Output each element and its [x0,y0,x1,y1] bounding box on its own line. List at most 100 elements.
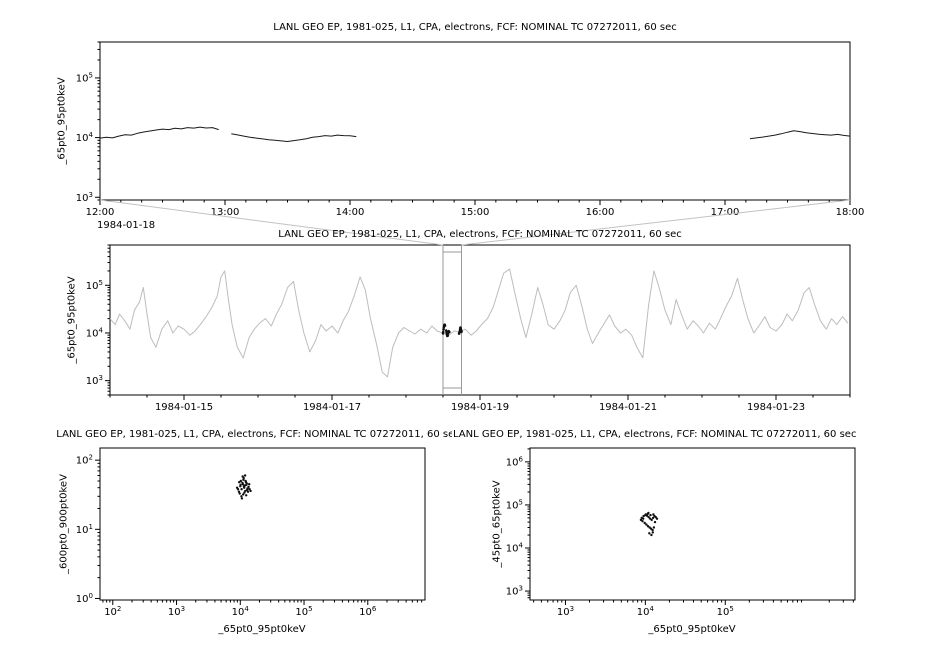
svg-text:105: 105 [506,498,523,511]
scatter-point [237,490,241,493]
scatter-point [653,520,657,524]
svg-text:12:00: 12:00 [86,207,115,218]
scatter-point [242,485,246,488]
series-line [99,126,219,139]
scatter-point [642,514,645,518]
scatter-point [651,531,654,534]
svg-text:104: 104 [76,131,94,144]
scatter-point [655,517,659,520]
axes: 103 104 105 1984-01-15 1984-01-17 1984-01-19 1… [86,244,851,413]
svg-text:104: 104 [506,541,524,554]
scatter-point [645,523,648,526]
scatter-right-ylabel: _45pt0_65pt0keV [491,480,503,568]
scatter-point [235,486,239,489]
svg-text:105: 105 [76,71,93,84]
svg-text:102: 102 [104,605,121,618]
svg-text:1984-01-23: 1984-01-23 [747,402,805,413]
scatter-right-title: LANL GEO EP, 1981-025, L1, CPA, electron… [452,429,857,440]
scatter-left-title: LANL GEO EP, 1981-025, L1, CPA, electron… [56,429,460,440]
scatter_600_900-panel[interactable]: 100 101 102 102 103 104 105 106 [76,447,426,618]
scatter-point [246,490,250,493]
highlight-point [441,330,445,334]
svg-text:18:00: 18:00 [836,207,865,218]
scatter-point [242,493,245,496]
svg-text:15:00: 15:00 [461,207,490,218]
svg-text:13:00: 13:00 [211,207,240,218]
scatter-point [649,527,653,530]
svg-text:104: 104 [86,326,104,339]
svg-text:1984-01-15: 1984-01-15 [155,402,213,413]
scatter-point [647,511,650,515]
context_overview-panel[interactable]: 103 104 105 1984-01-15 1984-01-17 1984-01-19 1… [86,199,851,413]
svg-text:1984-01-19: 1984-01-19 [451,402,509,413]
plot-frame [99,447,426,601]
overview-panel-title: LANL GEO EP, 1981-025, L1, CPA, electron… [278,229,682,240]
scatter-point [249,489,252,493]
scatter_45_65-panel[interactable]: 103 104 105 106 103 104 105 [506,447,856,618]
axes: 103 104 105 106 103 104 105 [506,448,854,618]
series-line [109,268,849,378]
svg-text:106: 106 [506,455,524,468]
svg-text:105: 105 [295,605,312,618]
plot-frame [529,447,856,601]
zoom-selection-box[interactable] [99,199,851,395]
scatter-point [240,488,243,491]
context_zoom_top-panel[interactable]: 103 104 105 12:00 13:00 14:00 15:00 16:00 17:00 1… [76,41,865,218]
scatter-point [243,491,246,494]
scatter-point [649,513,652,517]
scatter-point [643,521,646,525]
scatter-point [641,520,644,523]
scatter-point [239,483,242,486]
scatter-point [243,474,247,477]
scatter-point [652,513,655,516]
svg-text:103: 103 [557,605,574,618]
highlight-point [443,324,447,327]
scatter-point [241,475,244,478]
highlight-point [442,328,445,331]
highlight-point [448,330,451,334]
svg-text:102: 102 [76,454,93,467]
plot-frame [109,244,851,396]
scatter-point [247,485,250,489]
scatter-point [240,497,244,500]
highlight-point [460,330,463,334]
highlight-point [444,329,448,332]
scatter-point [240,495,243,498]
overview-panel-ylabel: _65pt0_95pt0keV [66,276,78,364]
svg-text:17:00: 17:00 [711,207,740,218]
svg-text:104: 104 [232,605,250,618]
svg-text:103: 103 [76,191,93,204]
svg-text:101: 101 [76,523,93,536]
svg-text:103: 103 [168,605,185,618]
axes: 103 104 105 12:00 13:00 14:00 15:00 16:00 17:00 1… [76,41,865,218]
scatter-point [644,513,647,516]
scatter-point [651,516,655,520]
top-panel-title: LANL GEO EP, 1981-025, L1, CPA, electron… [273,22,677,33]
scatter-point [639,518,643,522]
scatter-point [245,494,248,497]
highlight-point [446,334,450,337]
svg-text:103: 103 [506,585,523,598]
scatter-point [652,526,656,529]
scatter-point [646,525,650,528]
svg-text:16:00: 16:00 [586,207,615,218]
svg-text:104: 104 [637,605,655,618]
scatter-left-xlabel: _65pt0_95pt0keV [218,624,306,635]
axes: 100 101 102 102 103 104 105 106 [76,454,423,618]
scatter-point [238,492,241,495]
svg-text:14:00: 14:00 [336,207,365,218]
scatter-left-ylabel: _600pt0_900pt0keV [58,474,70,574]
plot-frame [99,41,851,201]
svg-text:1984-01-21: 1984-01-21 [599,402,657,413]
svg-text:106: 106 [359,605,377,618]
scatter-point [651,528,654,532]
top-panel-ylabel: _65pt0_95pt0keV [56,77,68,165]
scatter-point [642,517,645,520]
svg-text:1984-01-17: 1984-01-17 [303,402,361,413]
scatter-point [238,481,241,484]
scatter-point [248,483,251,486]
scatter-point [244,479,247,483]
scatter-point [245,482,248,485]
